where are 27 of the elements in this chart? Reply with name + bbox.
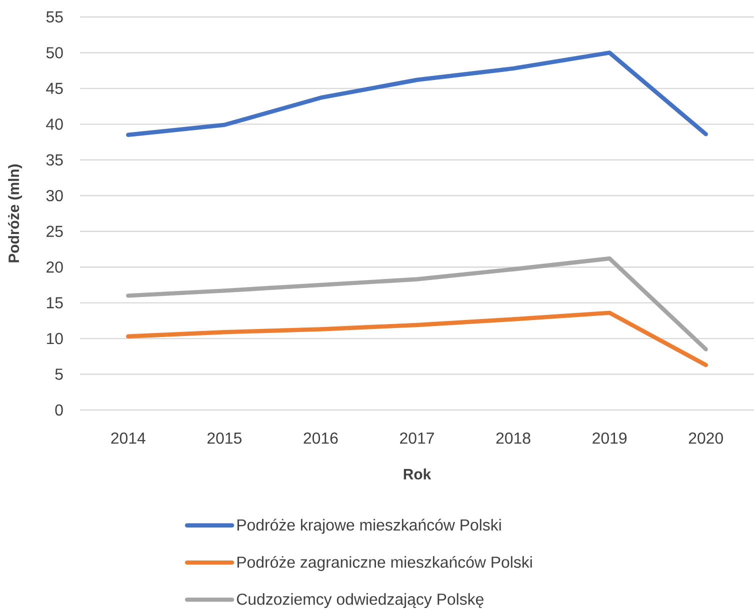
y-tick-label: 20 bbox=[46, 261, 63, 273]
x-tick-label: 2020 bbox=[688, 432, 723, 444]
y-tick-label: 10 bbox=[46, 332, 63, 344]
y-tick-label: 55 bbox=[46, 11, 63, 23]
legend-label: Cudzoziemcy odwiedzający Polskę bbox=[236, 593, 484, 608]
y-tick-label: 25 bbox=[46, 226, 63, 238]
x-tick-label: 2018 bbox=[496, 432, 530, 444]
y-tick-label: 15 bbox=[46, 297, 63, 308]
y-axis-title: Podróże (mln) bbox=[8, 164, 22, 262]
y-tick-label: 50 bbox=[46, 47, 63, 58]
y-tick-label: 35 bbox=[46, 154, 63, 166]
line-series bbox=[126, 256, 708, 352]
y-tick-label: 30 bbox=[46, 190, 63, 202]
legend-label: Podróże krajowe mieszkańców Polski bbox=[237, 518, 501, 534]
legend-label: Podróże zagraniczne mieszkańców Polski bbox=[237, 556, 532, 571]
y-tick-label: 0 bbox=[55, 404, 63, 416]
y-tick-label: 45 bbox=[46, 82, 63, 94]
x-tick-label: 2015 bbox=[207, 432, 242, 444]
line-series bbox=[126, 50, 708, 137]
x-axis-title: Rok bbox=[404, 468, 432, 480]
x-tick-label: 2019 bbox=[592, 432, 627, 444]
x-tick-label: 2016 bbox=[304, 432, 338, 444]
x-tick-label: 2017 bbox=[400, 432, 434, 444]
line-series bbox=[126, 310, 708, 368]
y-tick-label: 5 bbox=[55, 368, 63, 380]
x-tick-label: 2014 bbox=[111, 432, 146, 444]
y-tick-label: 40 bbox=[46, 118, 63, 130]
